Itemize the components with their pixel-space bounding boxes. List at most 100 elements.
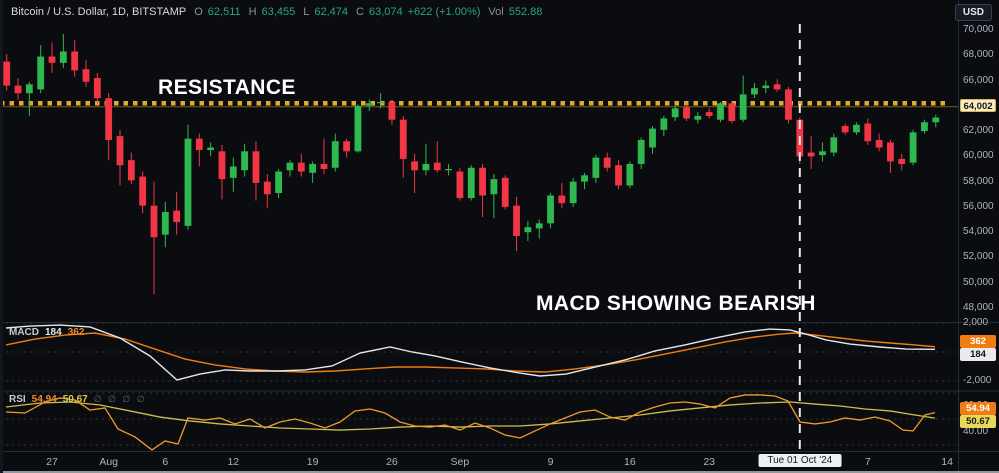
candle-body	[819, 151, 826, 156]
macd-legend: MACD 184 362	[9, 327, 84, 338]
candle-body	[252, 151, 260, 183]
candle-body	[150, 205, 158, 238]
candle-body	[263, 181, 271, 195]
candle-body	[139, 176, 147, 206]
candle-body	[161, 211, 169, 235]
symbol-title[interactable]: Bitcoin / U.S. Dollar, 1D, BITSTAMP	[11, 6, 187, 18]
high-value: 63,455	[261, 6, 296, 18]
candle-body	[615, 165, 622, 186]
candle-body	[773, 84, 781, 90]
volume-value: 552.88	[508, 6, 543, 18]
candle-body	[3, 61, 11, 86]
candle-body	[207, 147, 215, 151]
price-tick-label: 70,000	[963, 24, 994, 35]
candle-body	[286, 162, 294, 171]
bottom-edge	[0, 471, 999, 473]
open-value: 62,511	[207, 6, 241, 18]
candle-body	[581, 175, 588, 182]
candle-body	[558, 195, 566, 204]
candle-body	[297, 162, 305, 172]
candle-body	[93, 78, 101, 99]
candle-body	[229, 166, 237, 178]
open-label: O	[194, 6, 203, 18]
candle-body	[592, 157, 600, 178]
price-tick-label: 54,000	[963, 226, 994, 238]
high-label: H	[248, 6, 257, 18]
candle-body	[864, 123, 872, 142]
candle-body	[241, 151, 249, 171]
rsi-value-tag: 50.67	[960, 415, 996, 429]
candle-body	[411, 161, 418, 171]
candle-body	[48, 56, 56, 63]
candle-body	[14, 85, 22, 94]
candle-body	[524, 227, 532, 233]
rsi-line[interactable]	[5, 394, 936, 451]
candle-body	[535, 223, 543, 229]
resistance-price-tag: 64,002	[960, 99, 996, 113]
candle-body	[921, 122, 928, 132]
candle-body	[71, 51, 79, 71]
macd-bearish-annotation[interactable]: MACD SHOWING BEARISH	[536, 292, 816, 315]
price-tick-label: 52,000	[963, 251, 994, 263]
candle-body	[320, 163, 328, 169]
rsi-current-value: 54.94	[31, 394, 57, 405]
candle-body	[490, 179, 498, 195]
price-tick-label: 50,000	[963, 276, 994, 288]
candle-body	[683, 107, 690, 119]
candle-body	[660, 118, 668, 130]
candle-body	[649, 128, 656, 148]
rsi-tick-label: 40.00	[963, 426, 989, 437]
candle-body	[105, 98, 113, 140]
candle-body	[37, 56, 45, 90]
rsi-ma-value: 50.67	[62, 394, 88, 405]
price-tick-label: 68,000	[963, 49, 994, 61]
macd-indicator-name[interactable]: MACD	[9, 327, 39, 338]
candle-body	[116, 136, 124, 166]
candle-body	[467, 167, 475, 199]
macd-value-tag: 184	[960, 348, 996, 362]
resistance-annotation[interactable]: RESISTANCE	[158, 76, 296, 99]
volume-label: Vol	[488, 6, 504, 18]
time-tick-label: 27	[46, 456, 58, 468]
rsi-legend: RSI 54.94 50.67 ∅ ∅ ∅ ∅	[9, 394, 147, 405]
currency-button[interactable]: USD	[954, 4, 992, 21]
candle-body	[365, 103, 373, 106]
candle-body	[547, 195, 554, 224]
left-edge-strip	[0, 0, 3, 473]
price-tick-label: 60,000	[963, 150, 994, 162]
time-tick-label: 12	[227, 456, 240, 468]
candle-body	[762, 85, 770, 89]
time-tick-label: Aug	[99, 456, 118, 468]
candle-body	[309, 163, 317, 173]
time-axis[interactable]: 27 Aug 6 12 19 26 Sep 9 16 23 Tue 01 Oct '24 7 14	[0, 452, 958, 473]
rsi-ma-line[interactable]	[5, 401, 936, 431]
candle-body	[898, 158, 906, 164]
time-tick-label: 16	[624, 456, 636, 468]
rsi-indicator-name[interactable]: RSI	[9, 394, 26, 405]
macd-line[interactable]	[5, 324, 936, 381]
candle-body	[445, 169, 452, 171]
price-tick-label: 66,000	[963, 74, 994, 86]
price-tick-label: 56,000	[963, 200, 994, 212]
candle-body	[388, 102, 396, 120]
time-tick-label: 19	[306, 456, 319, 468]
candle-body	[807, 152, 815, 157]
low-label: L	[303, 6, 310, 18]
close-value: 63,074	[368, 6, 403, 18]
time-tick-label: Sep	[450, 456, 470, 468]
price-axis[interactable]: 70,000 68,000 66,000 62,000 60,000 58,000 56,0…	[959, 0, 999, 451]
price-tick-label: 58,000	[963, 175, 994, 187]
event-date-label: Tue 01 Oct '24	[758, 454, 842, 467]
candle-body	[637, 139, 645, 164]
candle-body	[728, 103, 736, 121]
candle-body	[875, 139, 883, 148]
candle-body	[25, 84, 33, 94]
candle-body	[705, 112, 713, 116]
time-tick-label: 9	[547, 456, 554, 468]
candle-body	[399, 119, 407, 159]
time-tick-label: 26	[386, 456, 398, 468]
candle-body	[59, 51, 67, 63]
candle-body	[422, 163, 430, 171]
candlestick-series[interactable]	[3, 33, 940, 295]
